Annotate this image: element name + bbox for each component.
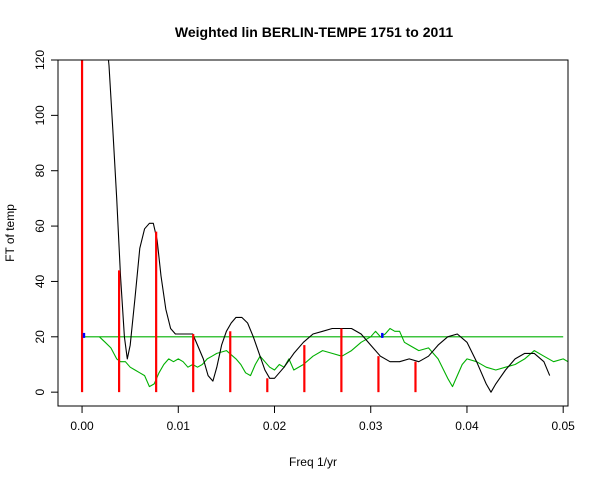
y-tick-label: 120 — [33, 50, 47, 70]
y-tick-label: 0 — [33, 389, 47, 396]
y-tick-label: 40 — [33, 274, 47, 288]
x-tick-label: 0.04 — [455, 419, 479, 433]
x-axis: 0.00 0.01 0.02 0.03 0.04 0.05 — [70, 405, 576, 433]
series-layer — [80, 60, 568, 393]
chart-title: Weighted lin BERLIN-TEMPE 1751 to 2011 — [175, 24, 453, 40]
y-tick-label: 20 — [33, 330, 47, 344]
x-tick-label: 0.03 — [359, 419, 383, 433]
y-axis: 0 20 40 60 80 100 120 — [33, 50, 59, 396]
marker-point — [82, 332, 86, 338]
y-tick-label: 60 — [33, 219, 47, 233]
x-tick-label: 0.05 — [552, 419, 576, 433]
x-tick-label: 0.02 — [263, 419, 287, 433]
y-axis-label: FT of temp — [3, 204, 17, 262]
x-tick-label: 0.00 — [70, 419, 94, 433]
marker-point — [381, 332, 384, 338]
x-tick-label: 0.01 — [167, 419, 191, 433]
plot-frame — [57, 59, 569, 407]
y-tick-label: 80 — [33, 164, 47, 178]
x-axis-label: Freq 1/yr — [289, 455, 337, 469]
series-fourier-line — [107, 60, 551, 393]
y-tick-label: 100 — [33, 105, 47, 125]
